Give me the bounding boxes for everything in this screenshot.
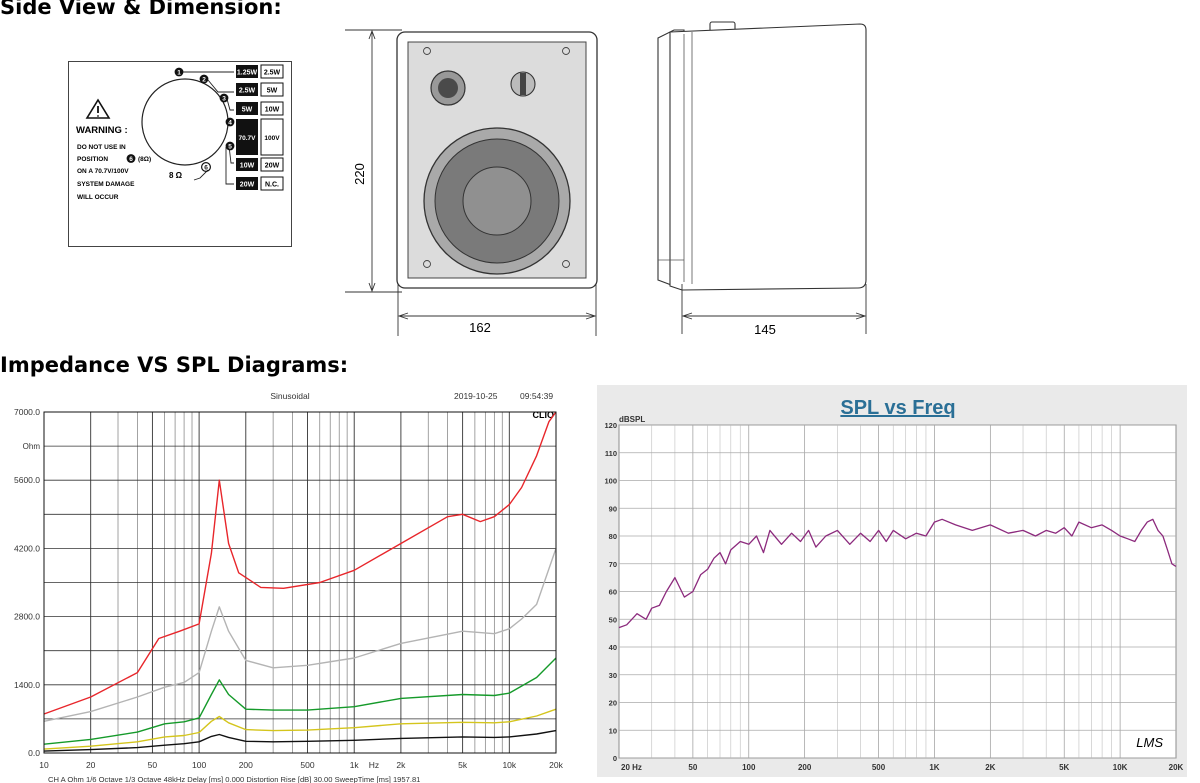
impedance-x-tick-label: 10 bbox=[39, 760, 49, 770]
svg-text:6: 6 bbox=[204, 165, 208, 172]
tap-number-badges: 1 2 3 4 5 6 bbox=[174, 67, 235, 172]
side-view-drawing: 145 bbox=[657, 21, 867, 337]
impedance-y-tick-label: 4200.0 bbox=[14, 543, 40, 553]
impedance-x-tick-label: 5k bbox=[458, 760, 468, 770]
front-view-drawing: 220 162 bbox=[345, 29, 598, 336]
svg-text:4: 4 bbox=[228, 120, 232, 127]
spl-x-tick-label: 10K bbox=[1113, 763, 1128, 772]
spl-y-tick-label: 90 bbox=[609, 504, 617, 513]
impedance-series-line bbox=[43, 411, 557, 715]
spl-x-tick-label: 20K bbox=[1169, 763, 1184, 772]
position-badge-number: 6 bbox=[129, 156, 133, 163]
spl-series-line bbox=[618, 518, 1177, 629]
svg-text:10W: 10W bbox=[265, 107, 280, 114]
svg-text:70.7V: 70.7V bbox=[239, 135, 257, 142]
spl-y-tick-label: 100 bbox=[604, 477, 617, 486]
impedance-x-tick-label: 1k bbox=[350, 760, 360, 770]
spl-title: SPL vs Freq bbox=[840, 397, 955, 419]
impedance-x-unit: Hz bbox=[369, 760, 379, 770]
impedance-x-tick-label: 50 bbox=[148, 760, 158, 770]
impedance-x-tick-label: 500 bbox=[300, 760, 314, 770]
spl-x-tick-label: 200 bbox=[798, 763, 812, 772]
impedance-y-tick-label: 5600.0 bbox=[14, 475, 40, 485]
spl-chart: SPL vs Freq dBSPL 20 Hz 50 100 200 500 1K 2K 5K… bbox=[604, 397, 1184, 772]
impedance-header-time: 09:54:39 bbox=[520, 391, 553, 401]
spl-y-tick-label: 60 bbox=[609, 588, 617, 597]
svg-text:5: 5 bbox=[228, 144, 232, 151]
spl-x-tick-label: 100 bbox=[742, 763, 756, 772]
spl-y-tick-label: 30 bbox=[609, 671, 617, 680]
warning-line-2: POSITION bbox=[77, 156, 108, 163]
impedance-header-date: 2019-10-25 bbox=[454, 391, 498, 401]
spl-x-tick-label: 50 bbox=[688, 763, 697, 772]
spl-y-tick-label: 50 bbox=[609, 615, 617, 624]
tap-panel: WARNING : DO NOT USE IN POSITION 6 (8Ω) … bbox=[68, 61, 292, 247]
impedance-x-tick-label: 100 bbox=[192, 760, 206, 770]
svg-text:2.5W: 2.5W bbox=[239, 88, 256, 95]
warning-icon bbox=[85, 98, 111, 119]
spl-x-tick-label: 5K bbox=[1059, 763, 1069, 772]
spl-x-tick-label: 20 Hz bbox=[621, 763, 642, 772]
ohm-label: 8 Ω bbox=[169, 171, 183, 180]
svg-text:5W: 5W bbox=[267, 88, 278, 95]
side-view-heading: Side View & Dimension: bbox=[0, 0, 282, 19]
spl-y-tick-label: 110 bbox=[605, 449, 617, 458]
impedance-x-tick-label: 10k bbox=[502, 760, 516, 770]
warning-line-4: SYSTEM DAMAGE bbox=[77, 181, 135, 188]
warning-line-1: DO NOT USE IN bbox=[77, 144, 126, 151]
spl-y-tick-label: 80 bbox=[609, 532, 617, 541]
spl-y-tick-label: 20 bbox=[609, 699, 617, 708]
dimension-width: 162 bbox=[469, 320, 491, 335]
svg-text:20W: 20W bbox=[265, 163, 280, 170]
spl-y-unit: dBSPL bbox=[619, 415, 645, 424]
impedance-series-line bbox=[43, 548, 557, 722]
tap-column-70v: 1.25W 2.5W 5W 70.7V 10W 20W bbox=[236, 65, 258, 190]
warning-line-2b: (8Ω) bbox=[138, 156, 151, 163]
impedance-x-tick-label: 2k bbox=[396, 760, 406, 770]
impedance-series-line bbox=[43, 729, 557, 752]
position-badge bbox=[126, 154, 136, 163]
svg-text:20W: 20W bbox=[240, 182, 255, 189]
svg-text:1.25W: 1.25W bbox=[237, 70, 258, 77]
spl-x-tick-label: 2K bbox=[985, 763, 995, 772]
warning-line-3: ON A 70.7V/100V bbox=[77, 168, 129, 175]
impedance-y-tick-label: 1400.0 bbox=[14, 680, 40, 690]
svg-text:2: 2 bbox=[202, 77, 206, 84]
tap-column-100v: 2.5W 5W 10W 100V 20W N.C. bbox=[260, 64, 284, 191]
impedance-y-unit: Ohm bbox=[23, 442, 41, 451]
svg-text:N.C.: N.C. bbox=[265, 182, 279, 189]
svg-text:10W: 10W bbox=[240, 163, 255, 170]
impedance-y-tick-label: 7000.0 bbox=[14, 407, 40, 417]
impedance-series-line bbox=[43, 708, 557, 750]
svg-text:1: 1 bbox=[177, 70, 181, 77]
svg-text:100V: 100V bbox=[264, 135, 280, 142]
impedance-y-tick-label: 0.0 bbox=[28, 748, 40, 758]
impedance-header-center: Sinusoidal bbox=[270, 391, 309, 401]
svg-text:2.5W: 2.5W bbox=[264, 70, 281, 77]
impedance-y-tick-label: 2800.0 bbox=[14, 612, 40, 622]
spl-x-tick-label: 1K bbox=[929, 763, 939, 772]
spl-y-tick-label: 120 bbox=[604, 421, 617, 430]
spl-y-tick-label: 10 bbox=[609, 726, 617, 735]
impedance-footer: CH A Ohm 1/6 Octave 1/3 Octave 48kHz Del… bbox=[48, 775, 420, 783]
spl-logo: LMS bbox=[1136, 735, 1163, 750]
spl-y-tick-label: 70 bbox=[609, 560, 617, 569]
warning-line-5: WILL OCCUR bbox=[77, 194, 119, 201]
impedance-x-tick-label: 20 bbox=[86, 760, 96, 770]
spl-x-tick-label: 500 bbox=[872, 763, 886, 772]
svg-text:5W: 5W bbox=[242, 107, 253, 114]
diagrams-heading: Impedance VS SPL Diagrams: bbox=[0, 353, 349, 377]
spl-y-tick-label: 0 bbox=[613, 754, 617, 763]
dimension-height: 220 bbox=[352, 163, 367, 185]
impedance-x-tick-label: 20k bbox=[549, 760, 563, 770]
impedance-series-line bbox=[43, 657, 557, 745]
impedance-x-tick-label: 200 bbox=[239, 760, 253, 770]
impedance-chart: Sinusoidal 2019-10-25 09:54:39 CLIO Ohm … bbox=[14, 391, 564, 783]
svg-text:3: 3 bbox=[222, 96, 226, 103]
warning-title: WARNING : bbox=[76, 125, 128, 136]
spl-y-tick-label: 40 bbox=[609, 643, 617, 652]
impedance-logo: CLIO bbox=[533, 410, 555, 420]
dimension-depth: 145 bbox=[754, 322, 776, 337]
